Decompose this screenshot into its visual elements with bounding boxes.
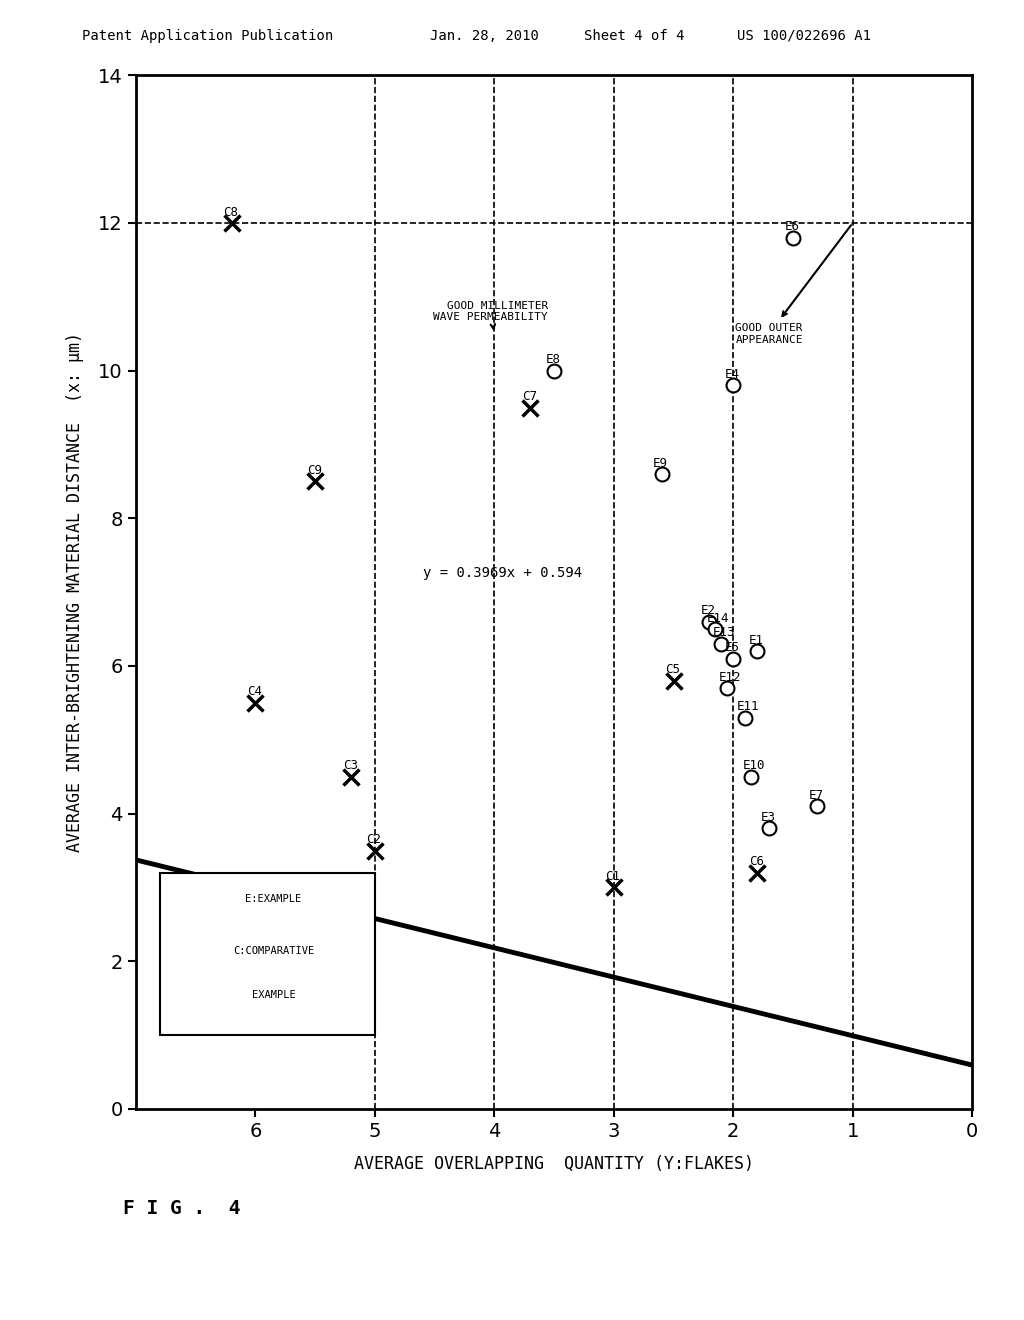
Text: C6: C6 [749,855,764,869]
Text: y = 0.3969x + 0.594: y = 0.3969x + 0.594 [423,566,582,581]
Text: US 100/022696 A1: US 100/022696 A1 [737,29,871,42]
Text: C3: C3 [343,759,357,772]
Text: E8: E8 [546,354,561,366]
Text: F I G .  4: F I G . 4 [123,1200,241,1218]
Text: C7: C7 [522,391,537,403]
FancyBboxPatch shape [160,873,375,1035]
Text: Sheet 4 of 4: Sheet 4 of 4 [584,29,684,42]
Text: E14: E14 [707,611,729,624]
Text: E11: E11 [737,700,760,713]
Text: E3: E3 [761,810,776,824]
Text: GOOD MILLIMETER
WAVE PERMEABILITY: GOOD MILLIMETER WAVE PERMEABILITY [433,301,548,329]
Text: C8: C8 [223,206,239,219]
Text: E10: E10 [742,759,765,772]
Text: E1: E1 [749,634,764,647]
Text: E7: E7 [809,789,823,801]
Text: E6: E6 [784,220,800,234]
Text: Patent Application Publication: Patent Application Publication [82,29,333,42]
Text: C4: C4 [247,685,262,698]
Text: C5: C5 [666,664,680,676]
Text: E:EXAMPLE: E:EXAMPLE [246,894,301,904]
Text: C9: C9 [307,465,322,477]
Text: C2: C2 [367,833,382,846]
Text: E13: E13 [713,627,735,639]
Text: E4: E4 [725,368,740,381]
Text: GOOD OUTER
APPEARANCE: GOOD OUTER APPEARANCE [735,226,851,345]
Text: EXAMPLE: EXAMPLE [252,990,295,1001]
Text: E5: E5 [725,642,740,655]
Text: E12: E12 [719,671,741,684]
Text: Jan. 28, 2010: Jan. 28, 2010 [430,29,539,42]
X-axis label: AVERAGE OVERLAPPING  QUANTITY (Y:FLAKES): AVERAGE OVERLAPPING QUANTITY (Y:FLAKES) [354,1155,754,1173]
Text: E2: E2 [701,605,716,618]
Text: E9: E9 [653,457,669,470]
Y-axis label: AVERAGE INTER-BRIGHTENING MATERIAL DISTANCE  (x: μm): AVERAGE INTER-BRIGHTENING MATERIAL DISTA… [67,333,84,853]
Text: C:COMPARATIVE: C:COMPARATIVE [232,946,314,956]
Text: C1: C1 [605,870,621,883]
